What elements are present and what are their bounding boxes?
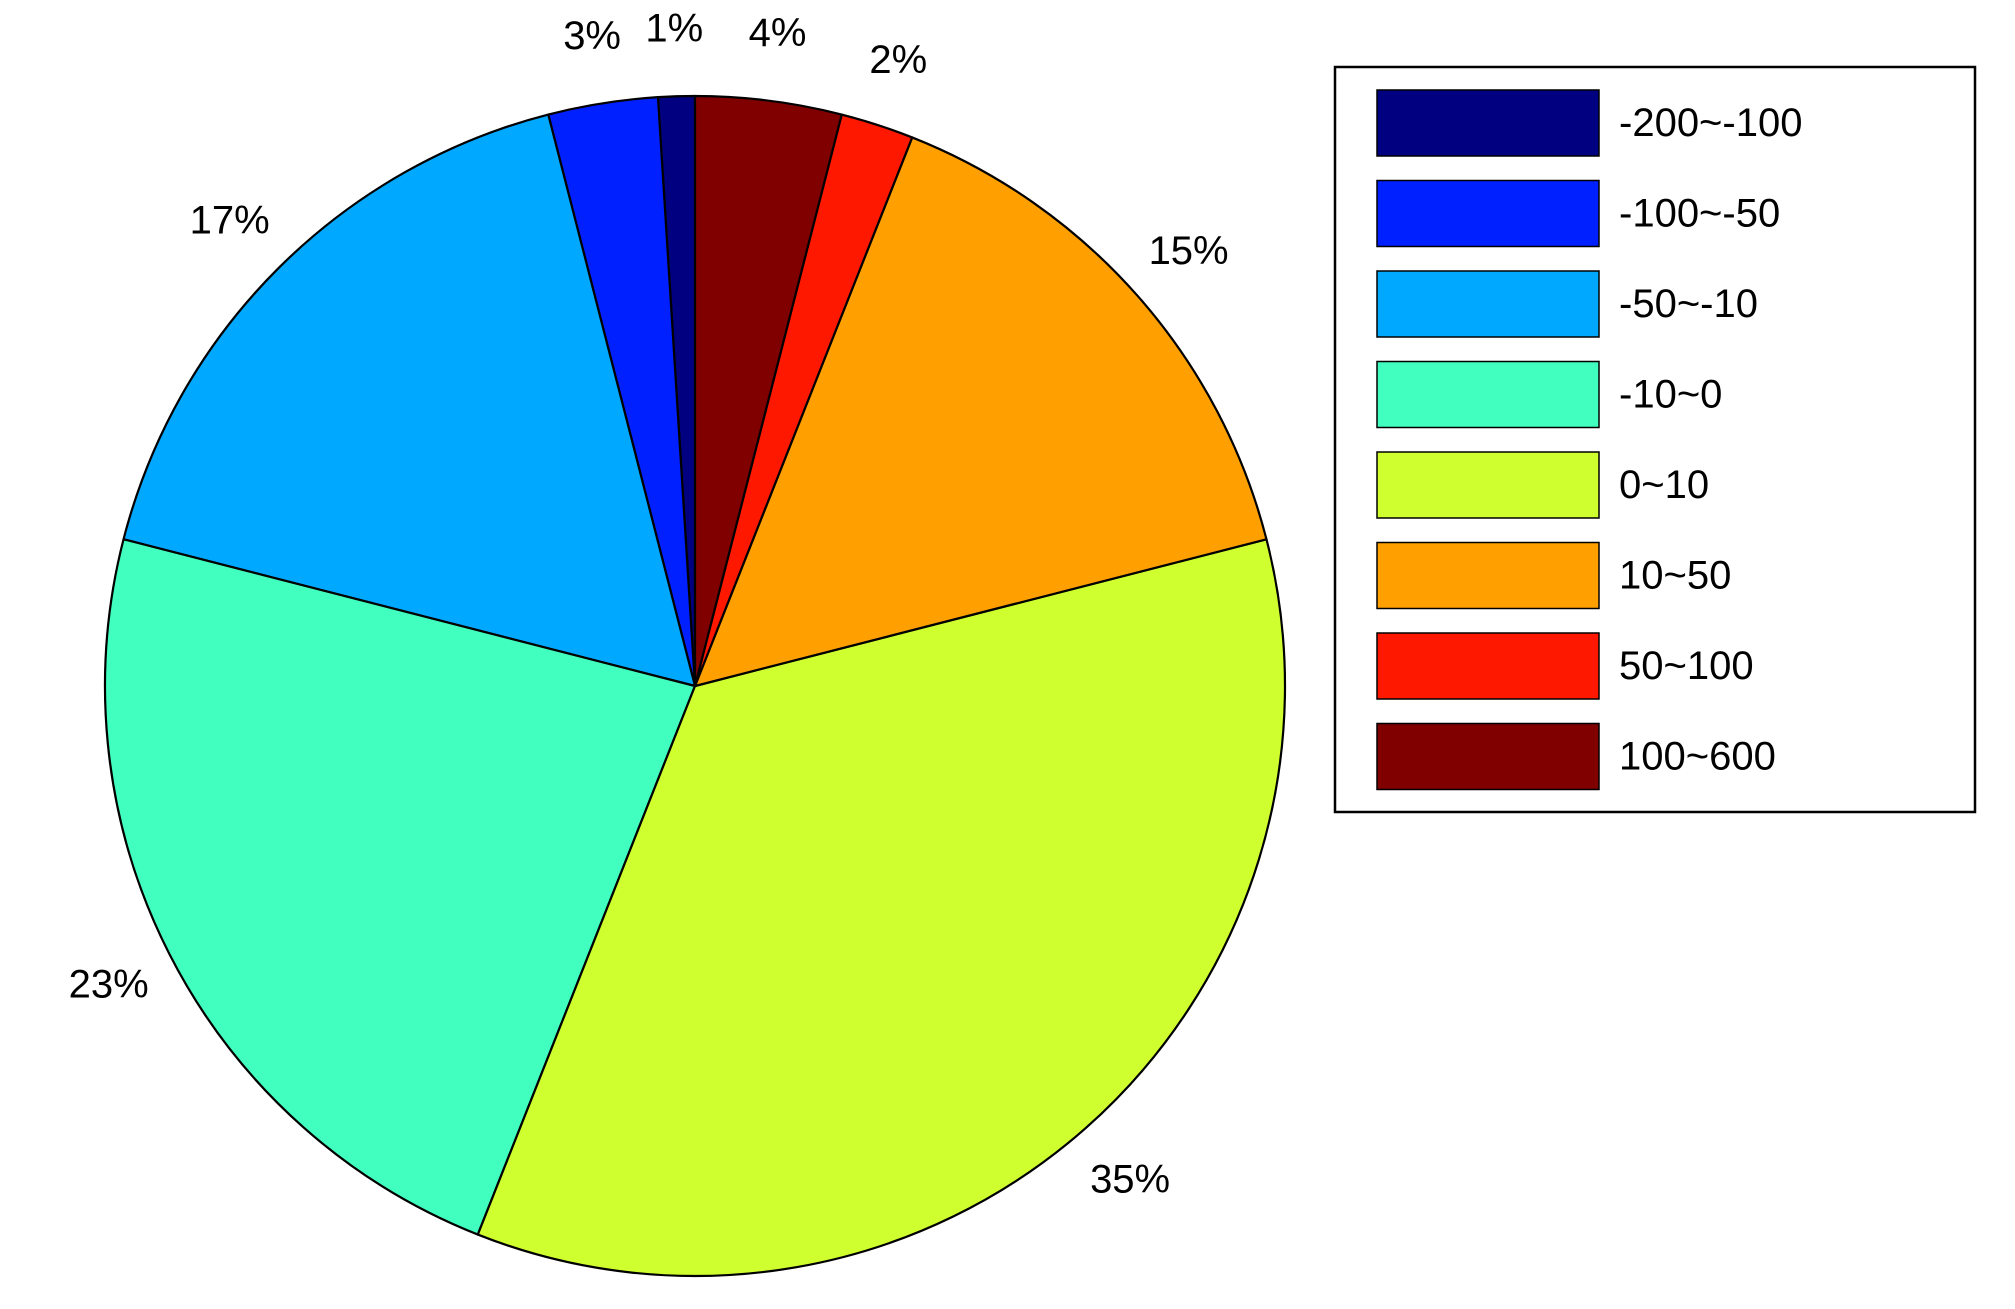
legend-swatch — [1376, 451, 1600, 519]
legend-label: -100~-50 — [1619, 192, 1780, 236]
legend-swatch — [1376, 179, 1600, 248]
legend-frame — [1333, 65, 1977, 814]
pie-slice-4 — [103, 538, 697, 1236]
pie-percent-label: 1% — [645, 6, 703, 50]
legend-label: 10~50 — [1619, 554, 1731, 598]
pie-percent-label: 35% — [1090, 1158, 1170, 1202]
pie-percent-label: 4% — [749, 11, 807, 55]
pie-slice-5 — [476, 538, 1287, 1278]
legend-swatch — [1376, 722, 1600, 791]
pie-percent-labels: 1% 3% 17% 23% 35% 15% 2% 4% — [69, 6, 1229, 1201]
legend-label: -50~-10 — [1619, 282, 1758, 326]
legend-swatch — [1376, 360, 1600, 429]
legend-swatch — [1376, 89, 1600, 157]
pie-slice-6 — [693, 136, 1268, 688]
legend-label: 0~10 — [1619, 463, 1709, 507]
legend-label: -200~-100 — [1619, 101, 1802, 145]
legend-label: 100~600 — [1619, 735, 1776, 779]
legend: -200~-100 -100~-50 -50~-10 -10~0 0~10 10~50 50… — [1333, 65, 1977, 814]
legend-swatch — [1376, 270, 1600, 338]
pie-slice-8 — [693, 94, 843, 688]
pie-percent-label: 15% — [1149, 229, 1229, 273]
pie-slice-3 — [122, 113, 697, 688]
pie-percent-label: 23% — [69, 963, 149, 1007]
pie-percent-label: 3% — [563, 14, 621, 58]
pie-percent-label: 17% — [190, 199, 270, 243]
pie-percent-label: 2% — [869, 38, 927, 82]
legend-swatch — [1376, 541, 1600, 610]
legend-label: -10~0 — [1619, 373, 1722, 417]
pie-slices — [103, 94, 1287, 1278]
legend-label: 50~100 — [1619, 644, 1754, 688]
legend-swatch — [1376, 632, 1600, 700]
